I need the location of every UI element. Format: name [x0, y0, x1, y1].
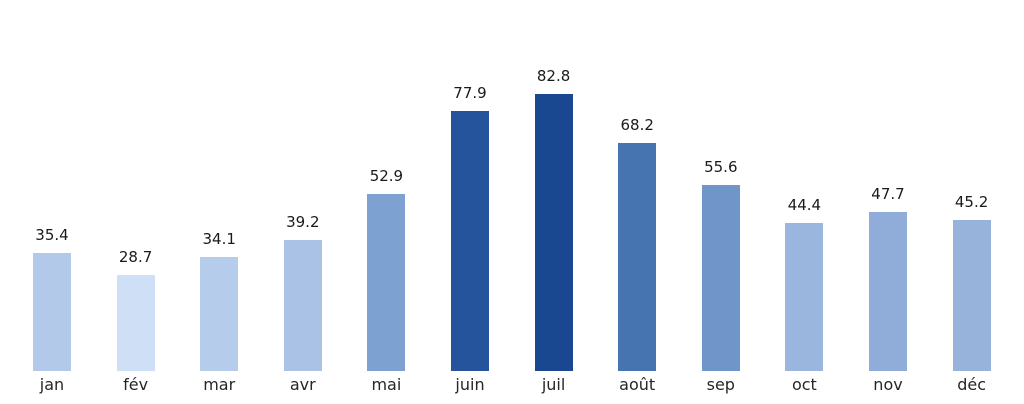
- bar-category-label: nov: [873, 375, 903, 394]
- bar: [283, 240, 322, 371]
- bar-group: 34.1 mar: [183, 0, 255, 404]
- bar: [618, 143, 657, 371]
- bar: [200, 257, 239, 371]
- bar-group: 28.7 fév: [100, 0, 172, 404]
- bar-value-label: 68.2: [620, 116, 654, 135]
- bar-group: 52.9 mai: [350, 0, 422, 404]
- bar-group: 39.2 avr: [267, 0, 339, 404]
- bar-category-label: juil: [541, 375, 566, 394]
- bar-value-label: 52.9: [369, 167, 404, 186]
- bar-group: 68.2 août: [601, 0, 673, 404]
- bar-value-label: 55.6: [704, 158, 738, 177]
- bar-group: 55.6 sep: [685, 0, 757, 404]
- bar-category-label: sep: [706, 375, 735, 394]
- bar: [33, 252, 71, 371]
- bar-category-label: mai: [371, 375, 402, 394]
- bar-category-label: mar: [203, 375, 236, 394]
- bar-category-label: fév: [123, 375, 149, 394]
- bar-group: 45.2 déc: [936, 0, 1008, 404]
- bar-category-label: oct: [791, 375, 817, 394]
- bar: [952, 220, 991, 371]
- bar: [116, 275, 155, 371]
- bar-value-label: 44.4: [787, 195, 822, 214]
- bar-value-label: 28.7: [118, 248, 153, 267]
- bar-category-label: juin: [455, 375, 485, 394]
- bar-category-label: avr: [289, 375, 316, 394]
- bar: [785, 222, 824, 371]
- bar-value-label: 77.9: [453, 83, 487, 102]
- bar: [869, 211, 907, 371]
- bar-value-label: 39.2: [286, 213, 320, 232]
- bar-group: 35.4 jan: [16, 0, 88, 404]
- bar: [534, 94, 573, 371]
- bar-group: 77.9 juin: [434, 0, 506, 404]
- bar-value-label: 35.4: [35, 225, 69, 244]
- bar-value-label: 34.1: [202, 230, 236, 249]
- bar-group: 47.7 nov: [852, 0, 924, 404]
- bar-group: 82.8 juil: [518, 0, 590, 404]
- bar-value-label: 82.8: [536, 67, 571, 86]
- bar: [451, 110, 489, 371]
- bar-category-label: jan: [39, 375, 65, 394]
- bar: [701, 185, 740, 371]
- bar-category-label: déc: [957, 375, 986, 394]
- bar: [367, 194, 406, 371]
- bar-category-label: août: [619, 375, 656, 394]
- bar-group: 44.4 oct: [768, 0, 840, 404]
- bar-value-label: 45.2: [954, 193, 989, 212]
- bar-value-label: 47.7: [871, 184, 905, 203]
